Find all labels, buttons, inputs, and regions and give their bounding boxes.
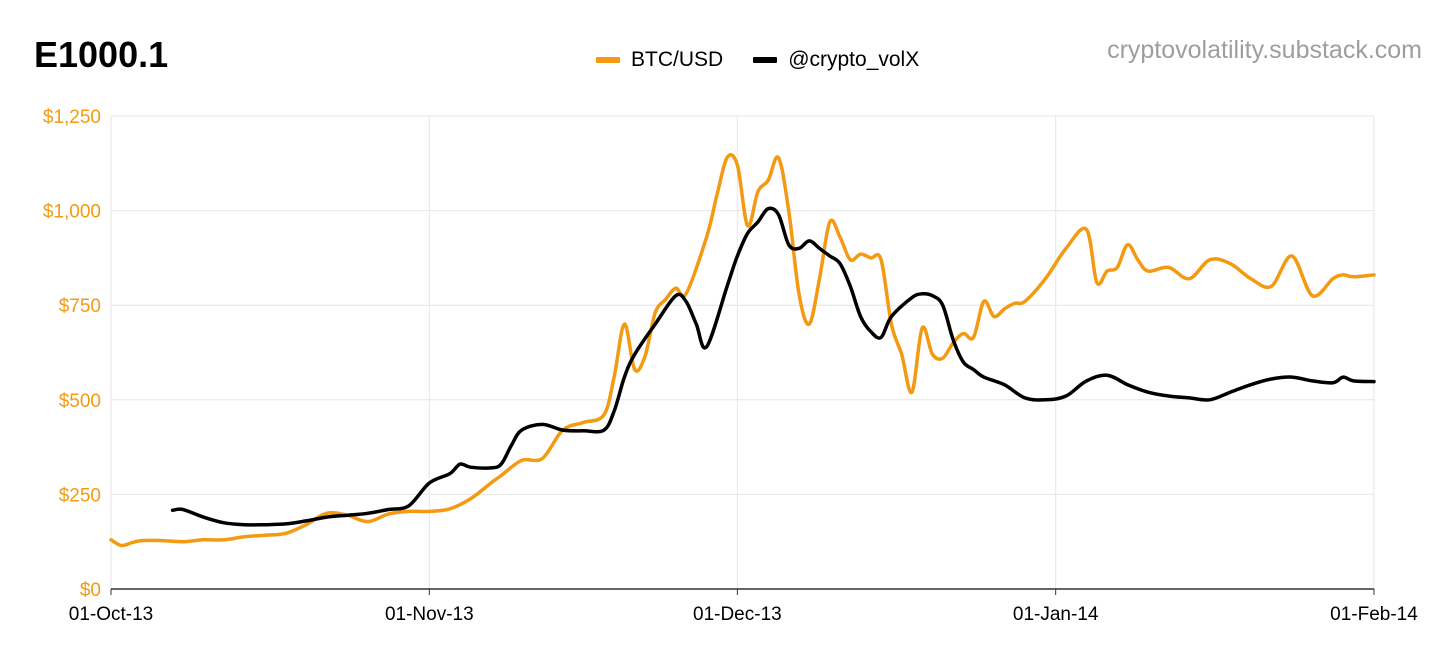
y-tick-label: $1,250 xyxy=(43,107,101,128)
y-tick-label: $0 xyxy=(80,580,101,601)
x-tick-label: 01-Nov-13 xyxy=(385,604,474,625)
y-tick-label: $250 xyxy=(59,485,101,506)
x-tick-label: 01-Dec-13 xyxy=(693,604,782,625)
y-tick-label: $750 xyxy=(59,296,101,317)
legend-item-btc: BTC/USD xyxy=(596,48,723,72)
legend-swatch-btc xyxy=(596,57,620,63)
legend-swatch-volx xyxy=(753,57,778,63)
source-label: cryptovolatility.substack.com xyxy=(1107,36,1422,64)
legend-label-volx: @crypto_volX xyxy=(788,48,920,71)
y-tick-label: $1,000 xyxy=(43,202,101,223)
x-tick-label: 01-Jan-14 xyxy=(1013,604,1099,625)
y-tick-label: $500 xyxy=(59,391,101,412)
x-tick-label: 01-Feb-14 xyxy=(1330,604,1418,625)
legend-label-btc: BTC/USD xyxy=(631,48,724,71)
legend-item-volx: @crypto_volX xyxy=(753,48,919,72)
chart-legend: BTC/USD @crypto_volX xyxy=(596,48,949,72)
btc-usd-line xyxy=(109,153,1376,548)
chart-title: E1000.1 xyxy=(34,34,169,75)
crypto-volx-line xyxy=(170,206,1376,527)
x-tick-label: 01-Oct-13 xyxy=(69,604,153,625)
